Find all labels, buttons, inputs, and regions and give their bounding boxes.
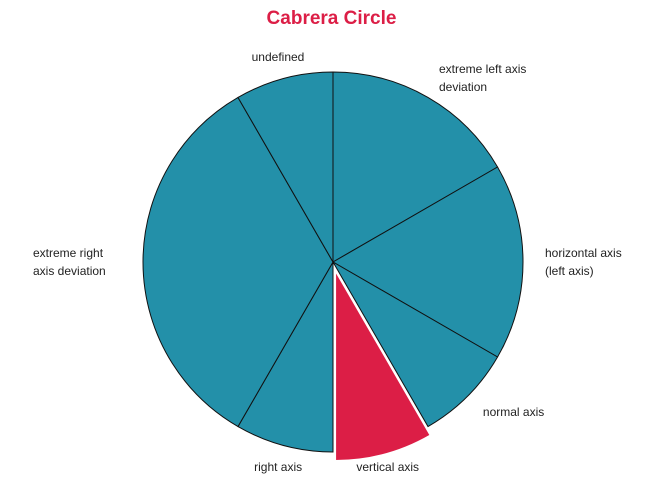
slice-label: extreme left axis deviation <box>439 62 527 95</box>
chart-title: Cabrera Circle <box>266 8 397 29</box>
slice-label: extreme right axis deviation <box>33 246 106 278</box>
pie-slice <box>334 267 432 462</box>
pie-slice <box>331 166 524 358</box>
slice-label: vertical axis <box>356 459 420 474</box>
pie-slice <box>332 71 499 263</box>
pie-slice <box>142 96 334 428</box>
pie-slice <box>237 71 334 264</box>
slice-label: normal axis <box>482 404 545 419</box>
slice-label: right axis <box>254 459 303 474</box>
slice-label: horizontal axis (left axis) <box>545 246 622 278</box>
pie-slice <box>331 260 499 428</box>
pie-slice <box>237 260 334 453</box>
slice-label: undefined <box>251 50 305 65</box>
